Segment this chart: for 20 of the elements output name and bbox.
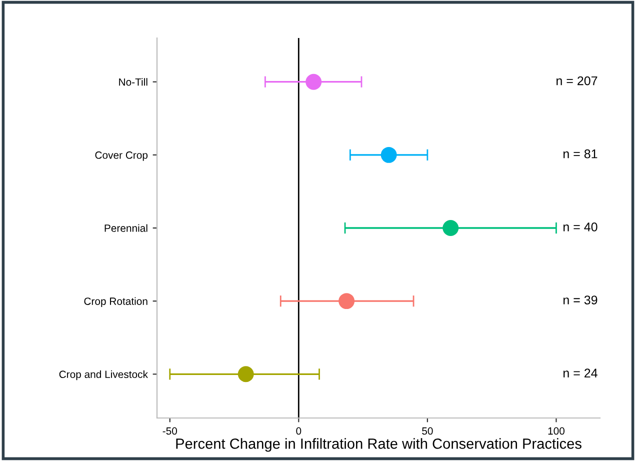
annotation: n = 81 <box>564 149 598 158</box>
point <box>338 293 355 310</box>
point <box>380 146 397 163</box>
annotation: n = 207 <box>556 76 598 86</box>
point <box>238 366 254 382</box>
y-tick-label: Cover Crop <box>95 151 148 161</box>
annotation: n = 39 <box>564 296 598 304</box>
y-tick-label: No-Till <box>119 78 148 86</box>
point <box>442 220 459 236</box>
x-axis-title: Percent Change in Infiltration Rate with Conservation Practices <box>176 438 582 452</box>
annotation: n = 24 <box>564 368 598 378</box>
x-tick-label: -50 <box>162 427 177 435</box>
x-tick-label: 50 <box>422 427 433 435</box>
y-tick-label: Perennial <box>104 224 148 232</box>
x-tick-label: 0 <box>296 427 302 435</box>
y-tick-label: Crop Rotation <box>84 297 148 308</box>
annotation: n = 40 <box>564 222 598 232</box>
x-tick-label: 100 <box>548 427 564 435</box>
point <box>306 74 322 90</box>
y-tick-label: Crop and Livestock <box>59 370 148 380</box>
